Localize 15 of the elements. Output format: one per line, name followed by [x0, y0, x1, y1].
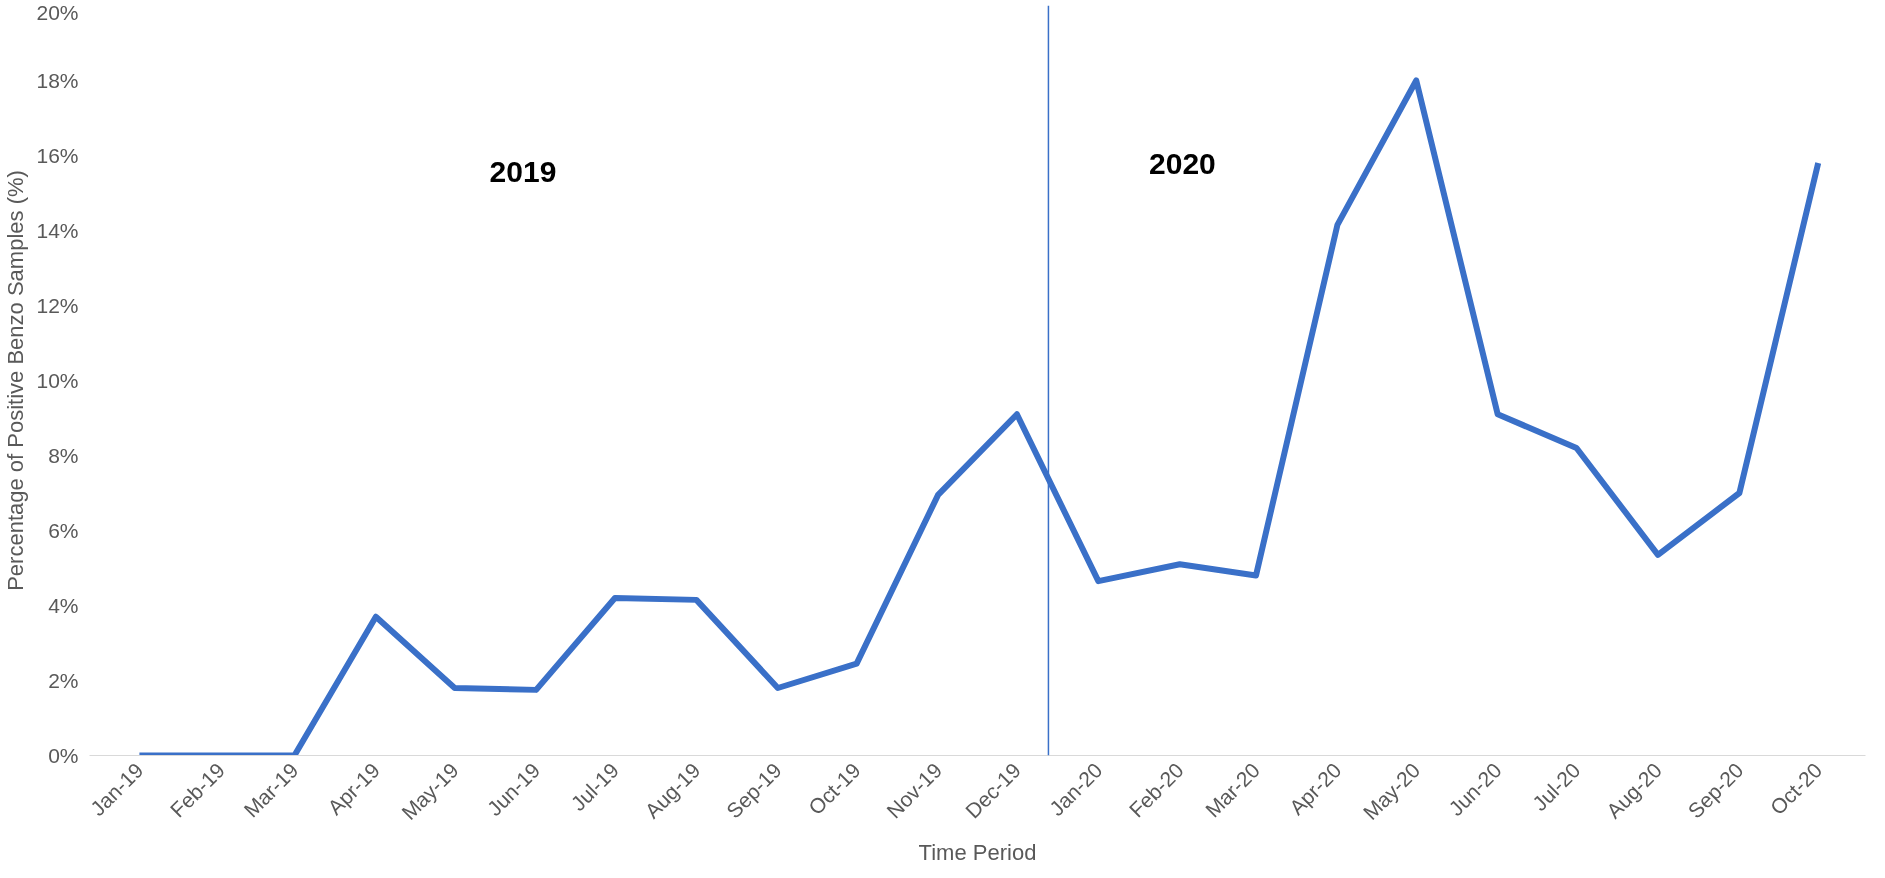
y-tick-label: 4% — [48, 594, 79, 617]
y-tick-label: 0% — [48, 744, 79, 767]
y-tick-label: 18% — [36, 69, 79, 92]
y-tick-label: 14% — [36, 219, 79, 242]
y-axis-title: Percentage of Positive Benzo Samples (%) — [3, 170, 29, 591]
y-tick-label: 6% — [48, 519, 79, 542]
y-tick-label: 16% — [36, 144, 79, 167]
annotation: 2019 — [489, 154, 557, 188]
annotation: 2020 — [1149, 147, 1216, 181]
y-tick-label: 10% — [36, 369, 79, 392]
y-tick-label: 8% — [48, 444, 79, 467]
x-axis-title: Time Period — [918, 840, 1037, 866]
y-tick-label: 2% — [48, 669, 79, 692]
y-tick-label: 20% — [36, 0, 79, 24]
y-tick-label: 12% — [36, 294, 79, 317]
